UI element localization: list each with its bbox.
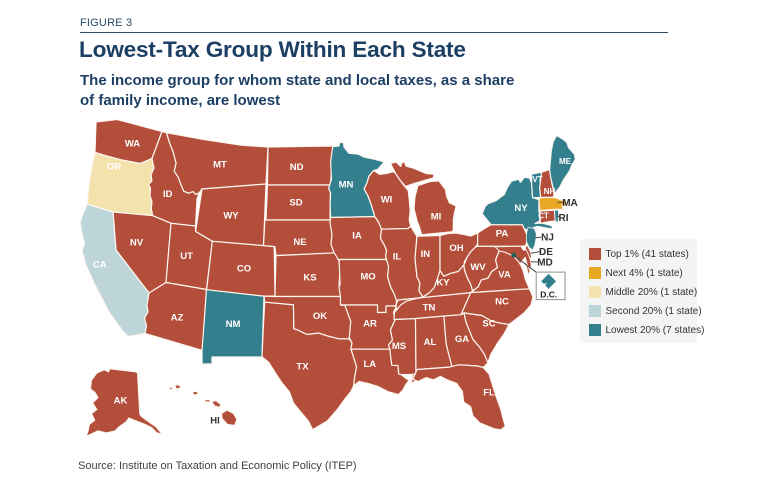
svg-text:RI: RI — [559, 213, 569, 224]
svg-text:OR: OR — [107, 161, 121, 172]
svg-text:CA: CA — [93, 259, 107, 270]
svg-text:UT: UT — [180, 251, 193, 262]
svg-text:IN: IN — [421, 249, 431, 260]
svg-text:TX: TX — [296, 361, 309, 372]
svg-text:OK: OK — [313, 311, 327, 322]
svg-text:FL: FL — [483, 387, 495, 398]
svg-text:PA: PA — [496, 228, 509, 239]
svg-text:AK: AK — [114, 395, 128, 406]
svg-text:TN: TN — [423, 302, 436, 313]
svg-text:WY: WY — [223, 210, 239, 221]
svg-text:SC: SC — [482, 318, 495, 329]
svg-text:MA: MA — [562, 198, 578, 209]
svg-text:WI: WI — [381, 194, 393, 205]
svg-text:IA: IA — [352, 230, 362, 241]
svg-text:LA: LA — [363, 359, 376, 370]
svg-text:D.C.: D.C. — [540, 290, 557, 300]
svg-text:OH: OH — [449, 243, 463, 254]
svg-text:VA: VA — [498, 269, 511, 280]
svg-text:MN: MN — [339, 179, 354, 190]
svg-text:VT: VT — [532, 175, 542, 184]
svg-text:DE: DE — [539, 247, 553, 258]
svg-text:MS: MS — [392, 341, 406, 352]
svg-text:KY: KY — [436, 277, 450, 288]
svg-text:NC: NC — [495, 296, 509, 307]
svg-text:AL: AL — [424, 337, 437, 348]
svg-text:IL: IL — [393, 251, 402, 262]
svg-text:ND: ND — [290, 162, 304, 173]
svg-text:MD: MD — [537, 258, 553, 269]
svg-text:NM: NM — [226, 319, 241, 330]
svg-text:MT: MT — [213, 159, 227, 170]
svg-text:ID: ID — [163, 189, 173, 200]
svg-text:KS: KS — [303, 272, 316, 283]
svg-text:MI: MI — [431, 211, 442, 222]
svg-text:ME: ME — [559, 157, 572, 166]
svg-text:GA: GA — [455, 334, 469, 345]
svg-text:CO: CO — [237, 263, 251, 274]
svg-text:MO: MO — [360, 271, 375, 282]
svg-text:NJ: NJ — [541, 233, 554, 244]
svg-text:NY: NY — [514, 203, 528, 214]
svg-text:NV: NV — [130, 237, 144, 248]
svg-text:HI: HI — [210, 416, 220, 427]
svg-text:NE: NE — [293, 237, 306, 248]
svg-text:WV: WV — [470, 262, 486, 273]
svg-text:SD: SD — [289, 197, 302, 208]
svg-text:AZ: AZ — [171, 312, 184, 323]
svg-text:WA: WA — [125, 138, 140, 149]
svg-text:NH: NH — [544, 187, 556, 196]
svg-text:CT: CT — [538, 211, 549, 220]
svg-text:AR: AR — [363, 318, 377, 329]
